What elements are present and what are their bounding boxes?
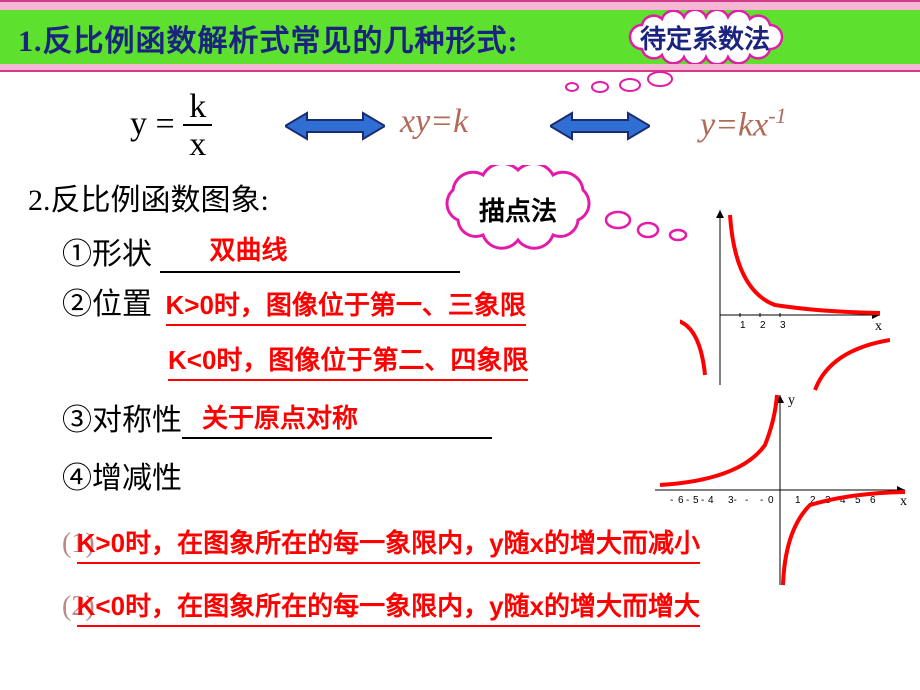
svg-text:3: 3: [780, 320, 786, 331]
fraction: k x: [183, 90, 212, 163]
svg-text:1: 1: [795, 495, 801, 506]
svg-text:-: -: [686, 495, 689, 506]
svg-text:x: x: [900, 494, 907, 509]
formula-3: y=kx-1: [700, 103, 787, 144]
ans-mono-2: K<0时，在图象所在的每一象限内，y随x的增大而增大: [77, 586, 700, 627]
svg-text:6: 6: [678, 495, 684, 506]
item-symmetry-label: ③对称性: [62, 404, 182, 437]
svg-text:5: 5: [693, 495, 699, 506]
item-mono-label: ④增减性: [62, 462, 182, 495]
svg-text:0: 0: [768, 495, 774, 506]
svg-text:3-: 3-: [728, 495, 737, 506]
ans-symmetry: 关于原点对称: [202, 398, 358, 435]
formula-3-base: y=kx: [700, 106, 768, 143]
blank-shape: 双曲线: [160, 243, 460, 273]
ans-position-2: K<0时，图像位于第二、四象限: [168, 340, 528, 381]
cloud-text: 描点法: [428, 191, 608, 228]
graph-q1: x 1 2 3: [680, 205, 890, 395]
svg-text:x: x: [875, 319, 882, 334]
bubble-trail-icon: [490, 67, 690, 97]
blank-symmetry: 关于原点对称: [182, 409, 492, 439]
graph-q2q4-svg: x y 0 123 456 654 3--- ---: [650, 390, 910, 590]
svg-text:-: -: [670, 495, 673, 506]
graph-q1-svg: x 1 2 3: [680, 205, 890, 395]
header-title: 1.反比例函数解析式常见的几种形式:: [18, 16, 519, 60]
double-arrow-2: [550, 109, 650, 143]
formula-1: y = k x: [130, 90, 212, 163]
ans-position-1: K>0时，图像位于第一、三象限: [166, 285, 526, 326]
double-arrow-icon: [550, 109, 650, 143]
formula-3-exp: -1: [768, 103, 786, 128]
ans-mono-1: K>0时，在图象所在的每一象限内，y随x的增大而减小: [77, 523, 700, 564]
svg-text:6: 6: [870, 495, 876, 506]
formula-row: y = k x xy=k y=kx-1: [0, 85, 920, 165]
item-position-label: ②位置: [62, 288, 152, 321]
item-mono-2: (2)K<0时，在图象所在的每一象限内，y随x的增大而增大: [62, 586, 898, 627]
fraction-num: k: [183, 90, 212, 126]
item-shape-label: ①形状: [62, 238, 152, 271]
ans-shape: 双曲线: [210, 230, 288, 267]
svg-text:-: -: [701, 495, 704, 506]
svg-text:-: -: [745, 495, 748, 506]
double-arrow-icon: [285, 109, 385, 143]
fraction-den: x: [183, 126, 212, 163]
svg-text:2: 2: [760, 320, 766, 331]
formula-2: xy=k: [400, 103, 468, 141]
graph-q2q4: x y 0 123 456 654 3--- ---: [650, 390, 910, 590]
method-badge: 待定系数法: [610, 10, 800, 64]
double-arrow-1: [285, 109, 385, 143]
svg-text:1: 1: [740, 320, 746, 331]
svg-text:-: -: [760, 495, 763, 506]
svg-text:y: y: [788, 393, 795, 408]
svg-text:4: 4: [708, 495, 714, 506]
method-badge-text: 待定系数法: [640, 19, 770, 56]
formula-1-lhs: y =: [130, 106, 175, 143]
header-band: 1.反比例函数解析式常见的几种形式: 待定系数法: [0, 0, 920, 72]
